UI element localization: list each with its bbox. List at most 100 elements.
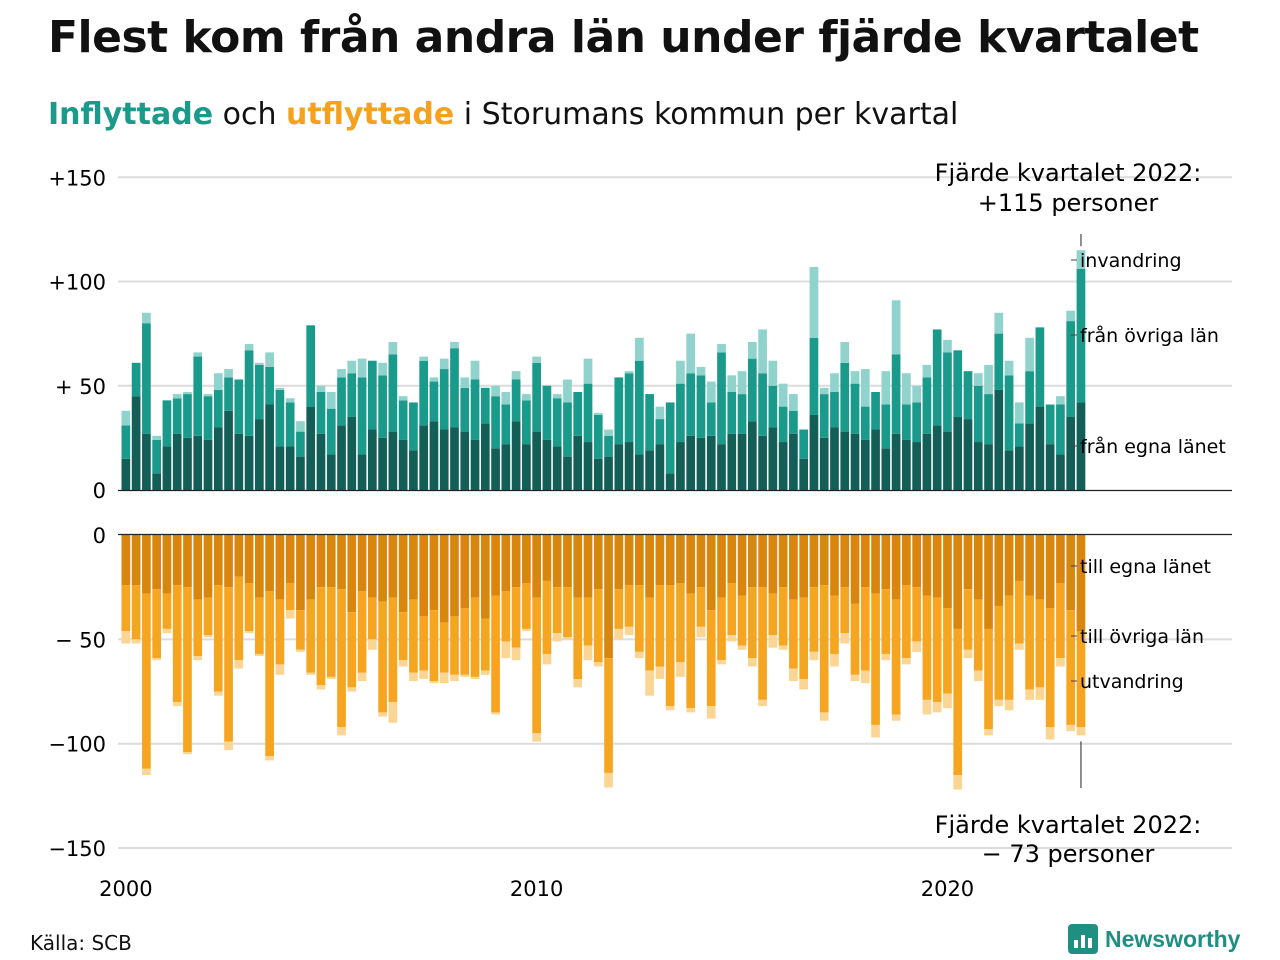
bar-till-egna-lanet: [984, 535, 993, 629]
bar-utvandring: [809, 651, 819, 661]
bar-fran-egna-lanet: [398, 439, 408, 490]
bar-till-egna-lanet: [388, 535, 398, 598]
bar-till-ovriga-lan: [789, 599, 798, 669]
bar-fran-egna-lanet: [912, 442, 921, 490]
bar-fran-egna-lanet: [419, 425, 429, 490]
bar-utvandring: [871, 724, 880, 738]
bar-fran-egna-lanet: [1045, 444, 1055, 490]
bar-till-egna-lanet: [768, 535, 778, 594]
bar-fran-ovriga-lan: [1045, 404, 1055, 445]
bar-till-ovriga-lan: [624, 585, 634, 627]
bar-invandring: [491, 385, 500, 397]
bar-till-ovriga-lan: [131, 585, 141, 640]
bar-utvandring: [593, 662, 603, 667]
bar-till-egna-lanet: [614, 535, 624, 590]
bar-fran-egna-lanet: [706, 435, 716, 490]
bar-till-ovriga-lan: [337, 589, 346, 728]
bar-utvandring: [234, 660, 244, 669]
bar-till-ovriga-lan: [963, 589, 973, 650]
bar-utvandring: [737, 645, 747, 650]
bar-fran-egna-lanet: [953, 417, 963, 490]
bar-utvandring: [172, 701, 182, 707]
bar-fran-ovriga-lan: [840, 362, 850, 432]
bar-invandring: [922, 364, 932, 378]
bar-fran-ovriga-lan: [326, 408, 336, 455]
bar-invandring: [255, 362, 264, 365]
bar-till-ovriga-lan: [285, 583, 295, 611]
bar-fran-egna-lanet: [470, 439, 480, 490]
bar-fran-ovriga-lan: [727, 392, 737, 434]
bar-invandring: [1056, 396, 1065, 405]
bar-fran-egna-lanet: [224, 410, 233, 490]
bar-till-egna-lanet: [326, 535, 336, 588]
bar-fran-ovriga-lan: [439, 369, 449, 430]
bar-utvandring: [706, 706, 716, 719]
x-tick-label: 2020: [921, 877, 974, 901]
bar-till-ovriga-lan: [224, 587, 233, 742]
bar-till-egna-lanet: [593, 535, 603, 590]
bar-utvandring: [973, 670, 983, 682]
bar-till-egna-lanet: [953, 535, 963, 629]
bar-invandring: [244, 344, 254, 351]
bar-till-ovriga-lan: [193, 599, 203, 657]
bar-till-ovriga-lan: [511, 587, 521, 648]
bar-fran-ovriga-lan: [665, 402, 675, 474]
bar-invandring: [717, 344, 726, 353]
bar-till-egna-lanet: [162, 535, 172, 594]
bar-till-egna-lanet: [121, 535, 131, 586]
legend-utvandring: utvandring: [1080, 671, 1184, 693]
bar-utvandring: [1004, 699, 1014, 711]
bar-fran-ovriga-lan: [234, 379, 244, 434]
bar-till-ovriga-lan: [255, 597, 264, 654]
bar-fran-ovriga-lan: [265, 366, 274, 405]
bar-till-egna-lanet: [737, 535, 747, 596]
bar-utvandring: [193, 656, 203, 661]
bar-fran-egna-lanet: [296, 456, 305, 490]
bar-till-ovriga-lan: [388, 597, 398, 702]
bar-fran-egna-lanet: [593, 458, 603, 490]
bar-till-ovriga-lan: [635, 585, 644, 652]
bar-utvandring: [367, 639, 377, 650]
bar-fran-egna-lanet: [429, 421, 439, 490]
bar-till-ovriga-lan: [1066, 610, 1076, 725]
bar-invandring: [532, 356, 541, 363]
bar-utvandring: [152, 658, 162, 661]
bar-till-ovriga-lan: [850, 603, 860, 675]
bar-till-egna-lanet: [532, 535, 541, 598]
brand-logo: Newsworthy: [1068, 924, 1240, 954]
bar-till-egna-lanet: [655, 535, 665, 586]
bar-fran-egna-lanet: [943, 431, 952, 490]
bar-utvandring: [121, 631, 131, 644]
bar-utvandring: [1025, 689, 1034, 700]
subtitle-rest: i Storumans kommun per kvartal: [454, 97, 959, 132]
bar-till-ovriga-lan: [439, 622, 449, 673]
bar-fran-ovriga-lan: [357, 377, 367, 455]
bar-till-ovriga-lan: [552, 587, 562, 634]
bar-till-ovriga-lan: [480, 618, 490, 671]
bar-till-ovriga-lan: [696, 587, 706, 627]
bar-utvandring: [470, 676, 480, 680]
bar-invandring: [1004, 360, 1014, 376]
bar-fran-egna-lanet: [747, 421, 757, 490]
bar-fran-egna-lanet: [645, 450, 654, 490]
bar-utvandring: [522, 628, 531, 632]
bar-fran-egna-lanet: [871, 429, 880, 490]
bar-utvandring: [1076, 727, 1086, 736]
bar-utvandring: [450, 674, 459, 682]
bar-fran-ovriga-lan: [624, 373, 634, 443]
bar-till-egna-lanet: [347, 535, 357, 613]
bar-fran-ovriga-lan: [860, 406, 870, 440]
bar-invandring: [501, 392, 511, 405]
bar-invandring: [563, 379, 572, 403]
bar-fran-ovriga-lan: [306, 325, 316, 407]
bar-utvandring: [573, 679, 583, 688]
bar-till-egna-lanet: [778, 535, 788, 588]
bar-till-egna-lanet: [522, 535, 531, 584]
bar-till-ovriga-lan: [142, 593, 151, 769]
bar-utvandring: [1014, 643, 1024, 650]
bar-fran-egna-lanet: [542, 439, 552, 490]
bar-utvandring: [1045, 727, 1055, 740]
bar-utvandring: [1035, 687, 1045, 700]
bar-fran-egna-lanet: [1004, 450, 1014, 490]
bar-invandring: [450, 341, 459, 349]
